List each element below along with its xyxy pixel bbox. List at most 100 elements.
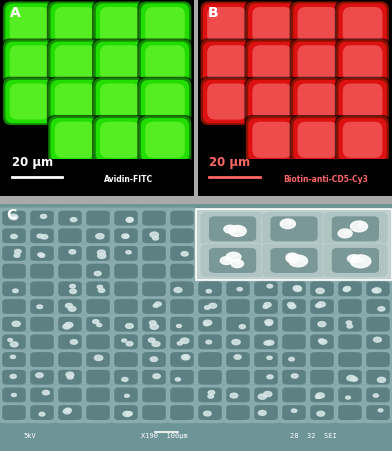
FancyBboxPatch shape bbox=[48, 40, 101, 87]
FancyBboxPatch shape bbox=[298, 45, 337, 81]
FancyBboxPatch shape bbox=[0, 313, 31, 335]
FancyBboxPatch shape bbox=[221, 331, 255, 353]
FancyBboxPatch shape bbox=[165, 402, 199, 423]
Circle shape bbox=[126, 412, 132, 416]
FancyBboxPatch shape bbox=[142, 211, 166, 226]
FancyBboxPatch shape bbox=[109, 331, 143, 353]
FancyBboxPatch shape bbox=[145, 83, 185, 120]
FancyBboxPatch shape bbox=[100, 83, 140, 120]
FancyBboxPatch shape bbox=[298, 83, 337, 120]
FancyBboxPatch shape bbox=[165, 243, 199, 264]
Circle shape bbox=[267, 284, 272, 288]
FancyBboxPatch shape bbox=[252, 45, 292, 81]
Circle shape bbox=[292, 257, 296, 259]
FancyBboxPatch shape bbox=[137, 243, 171, 264]
FancyBboxPatch shape bbox=[246, 40, 298, 87]
Circle shape bbox=[208, 395, 214, 398]
FancyBboxPatch shape bbox=[109, 225, 143, 246]
Circle shape bbox=[291, 374, 298, 378]
FancyBboxPatch shape bbox=[361, 402, 392, 423]
FancyBboxPatch shape bbox=[145, 45, 185, 81]
Circle shape bbox=[286, 255, 299, 262]
FancyBboxPatch shape bbox=[141, 41, 189, 85]
FancyBboxPatch shape bbox=[25, 296, 59, 317]
FancyBboxPatch shape bbox=[48, 1, 101, 49]
FancyBboxPatch shape bbox=[25, 243, 59, 264]
FancyBboxPatch shape bbox=[137, 207, 171, 229]
Circle shape bbox=[93, 320, 99, 323]
Circle shape bbox=[122, 234, 129, 239]
FancyBboxPatch shape bbox=[338, 405, 362, 420]
FancyBboxPatch shape bbox=[25, 313, 59, 335]
FancyBboxPatch shape bbox=[249, 296, 283, 317]
FancyBboxPatch shape bbox=[207, 83, 247, 120]
FancyBboxPatch shape bbox=[0, 367, 31, 388]
FancyBboxPatch shape bbox=[339, 118, 387, 161]
Circle shape bbox=[347, 325, 352, 328]
FancyBboxPatch shape bbox=[165, 367, 199, 388]
FancyBboxPatch shape bbox=[226, 299, 250, 314]
FancyBboxPatch shape bbox=[142, 317, 166, 331]
FancyBboxPatch shape bbox=[170, 317, 194, 331]
Circle shape bbox=[123, 411, 131, 416]
Circle shape bbox=[346, 321, 352, 324]
FancyBboxPatch shape bbox=[361, 313, 392, 335]
FancyBboxPatch shape bbox=[193, 331, 227, 353]
Circle shape bbox=[344, 231, 349, 234]
FancyBboxPatch shape bbox=[298, 122, 337, 158]
FancyBboxPatch shape bbox=[53, 278, 87, 299]
FancyBboxPatch shape bbox=[200, 243, 265, 278]
FancyBboxPatch shape bbox=[170, 387, 194, 402]
FancyBboxPatch shape bbox=[86, 387, 110, 402]
FancyBboxPatch shape bbox=[30, 317, 54, 331]
FancyBboxPatch shape bbox=[277, 402, 311, 423]
FancyBboxPatch shape bbox=[100, 45, 140, 81]
FancyBboxPatch shape bbox=[137, 225, 171, 246]
Circle shape bbox=[11, 235, 17, 239]
Circle shape bbox=[42, 391, 49, 395]
FancyBboxPatch shape bbox=[2, 0, 57, 50]
Circle shape bbox=[373, 394, 378, 397]
FancyBboxPatch shape bbox=[0, 261, 31, 282]
Circle shape bbox=[287, 221, 292, 225]
FancyBboxPatch shape bbox=[47, 115, 102, 165]
FancyBboxPatch shape bbox=[343, 83, 383, 120]
FancyBboxPatch shape bbox=[2, 335, 26, 349]
Circle shape bbox=[122, 339, 127, 342]
FancyBboxPatch shape bbox=[221, 296, 255, 317]
Circle shape bbox=[209, 304, 217, 308]
FancyBboxPatch shape bbox=[25, 331, 59, 353]
FancyBboxPatch shape bbox=[193, 402, 227, 423]
Circle shape bbox=[39, 412, 45, 416]
Circle shape bbox=[67, 375, 73, 379]
FancyBboxPatch shape bbox=[254, 335, 278, 349]
Circle shape bbox=[347, 255, 360, 262]
FancyBboxPatch shape bbox=[246, 1, 298, 49]
FancyBboxPatch shape bbox=[25, 207, 59, 229]
Circle shape bbox=[10, 355, 16, 359]
FancyBboxPatch shape bbox=[282, 352, 306, 367]
FancyBboxPatch shape bbox=[9, 83, 49, 120]
FancyBboxPatch shape bbox=[333, 313, 367, 335]
FancyBboxPatch shape bbox=[109, 402, 143, 423]
FancyBboxPatch shape bbox=[199, 38, 255, 88]
FancyBboxPatch shape bbox=[338, 317, 362, 331]
FancyBboxPatch shape bbox=[51, 118, 99, 161]
Circle shape bbox=[258, 394, 267, 399]
Circle shape bbox=[70, 340, 78, 344]
FancyBboxPatch shape bbox=[92, 115, 148, 165]
FancyBboxPatch shape bbox=[25, 367, 59, 388]
Circle shape bbox=[266, 322, 272, 326]
FancyBboxPatch shape bbox=[114, 335, 138, 349]
FancyBboxPatch shape bbox=[165, 261, 199, 282]
Circle shape bbox=[318, 302, 325, 307]
FancyBboxPatch shape bbox=[81, 296, 115, 317]
FancyBboxPatch shape bbox=[139, 78, 191, 125]
FancyBboxPatch shape bbox=[0, 225, 31, 246]
FancyBboxPatch shape bbox=[142, 281, 166, 296]
FancyBboxPatch shape bbox=[58, 246, 82, 261]
Circle shape bbox=[98, 253, 106, 258]
FancyBboxPatch shape bbox=[51, 80, 99, 123]
FancyBboxPatch shape bbox=[94, 78, 146, 125]
FancyBboxPatch shape bbox=[2, 352, 26, 367]
